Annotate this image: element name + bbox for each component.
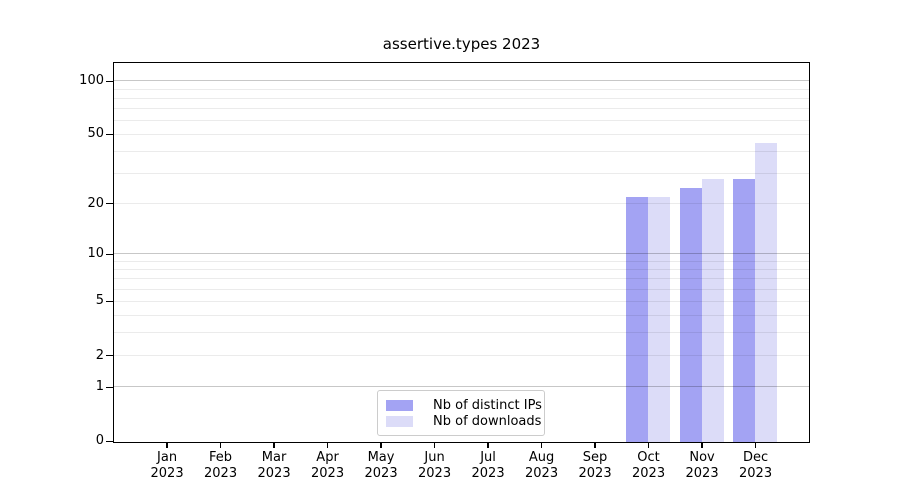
gridline-minor [114, 278, 809, 280]
y-tick-mark [105, 354, 113, 357]
x-tick-mark [219, 442, 222, 449]
y-tick-label: 50 [87, 126, 104, 142]
bar-distinct-ips [679, 187, 702, 442]
y-tick-label: 20 [87, 195, 104, 211]
y-tick-label: 5 [95, 293, 104, 309]
legend: Nb of distinct IPs Nb of downloads [377, 390, 545, 436]
bar-downloads [701, 179, 724, 442]
y-tick-mark [105, 386, 113, 388]
gridline-major [114, 253, 809, 255]
x-tick-label: Aug 2023 [525, 449, 559, 481]
legend-row: Nb of downloads [386, 413, 541, 429]
x-tick-label: Nov 2023 [685, 449, 719, 481]
bars-layer [114, 63, 809, 442]
y-tick-label: 1 [95, 379, 104, 395]
x-tick-mark [594, 442, 596, 449]
gridline-minor [114, 314, 809, 316]
x-tick-label: Sep 2023 [578, 449, 612, 481]
x-tick-label: Jan 2023 [150, 449, 184, 481]
legend-swatch-distinct-ips [386, 399, 413, 411]
y-tick-label: 100 [79, 73, 104, 89]
x-tick-mark [433, 442, 436, 449]
x-tick-mark [487, 442, 489, 449]
x-tick-label: Oct 2023 [632, 449, 666, 481]
y-tick-mark [105, 300, 113, 303]
y-tick-mark [105, 203, 113, 205]
gridline-minor [114, 288, 809, 290]
gridline-minor [114, 300, 809, 302]
bar-downloads [755, 143, 778, 442]
bar-distinct-ips [626, 197, 649, 442]
gridline-minor [114, 133, 809, 135]
x-tick-mark [754, 442, 757, 449]
y-tick-label: 2 [95, 347, 104, 363]
x-tick-label: Feb 2023 [204, 449, 238, 481]
bar-downloads [648, 197, 671, 442]
y-tick-mark [105, 80, 113, 82]
x-tick-label: May 2023 [364, 449, 398, 481]
plot-inner: Nb of distinct IPs Nb of downloads [114, 63, 809, 442]
gridline-minor [114, 260, 809, 262]
plot-area: Nb of distinct IPs Nb of downloads [113, 62, 810, 443]
legend-swatch-downloads [386, 415, 413, 427]
bar-distinct-ips [733, 179, 756, 442]
x-tick-mark [647, 442, 650, 449]
y-tick-mark [105, 133, 113, 136]
y-tick-mark [105, 253, 113, 255]
legend-row: Nb of distinct IPs [386, 397, 542, 413]
x-tick-label: Apr 2023 [311, 449, 345, 481]
gridline-minor [114, 150, 809, 152]
gridline-minor [114, 269, 809, 271]
x-tick-mark [273, 442, 275, 449]
x-tick-label: Mar 2023 [257, 449, 291, 481]
x-tick-label: Jun 2023 [418, 449, 452, 481]
x-tick-mark [540, 442, 543, 449]
y-tick-label: 10 [87, 246, 104, 262]
legend-label-distinct-ips: Nb of distinct IPs [433, 397, 542, 413]
gridline-minor [114, 97, 809, 99]
gridline-minor [114, 119, 809, 121]
x-tick-mark [380, 442, 382, 449]
y-tick-mark [105, 440, 113, 442]
legend-label-downloads: Nb of downloads [433, 413, 542, 429]
chart-title: assertive.types 2023 [382, 35, 541, 53]
gridline-minor [114, 88, 809, 90]
y-tick-label: 0 [95, 433, 104, 449]
gridline-minor [114, 172, 809, 174]
x-tick-label: Jul 2023 [471, 449, 505, 481]
grid-layer [114, 63, 809, 442]
gridline-major [114, 80, 809, 82]
gridline-minor [114, 107, 809, 109]
gridline-minor [114, 332, 809, 334]
gridline-minor [114, 202, 809, 204]
x-tick-mark [166, 442, 168, 449]
gridline-minor [114, 354, 809, 356]
x-tick-label: Dec 2023 [739, 449, 773, 481]
x-tick-mark [326, 442, 329, 449]
x-tick-mark [701, 442, 703, 449]
gridline-major [114, 386, 809, 388]
